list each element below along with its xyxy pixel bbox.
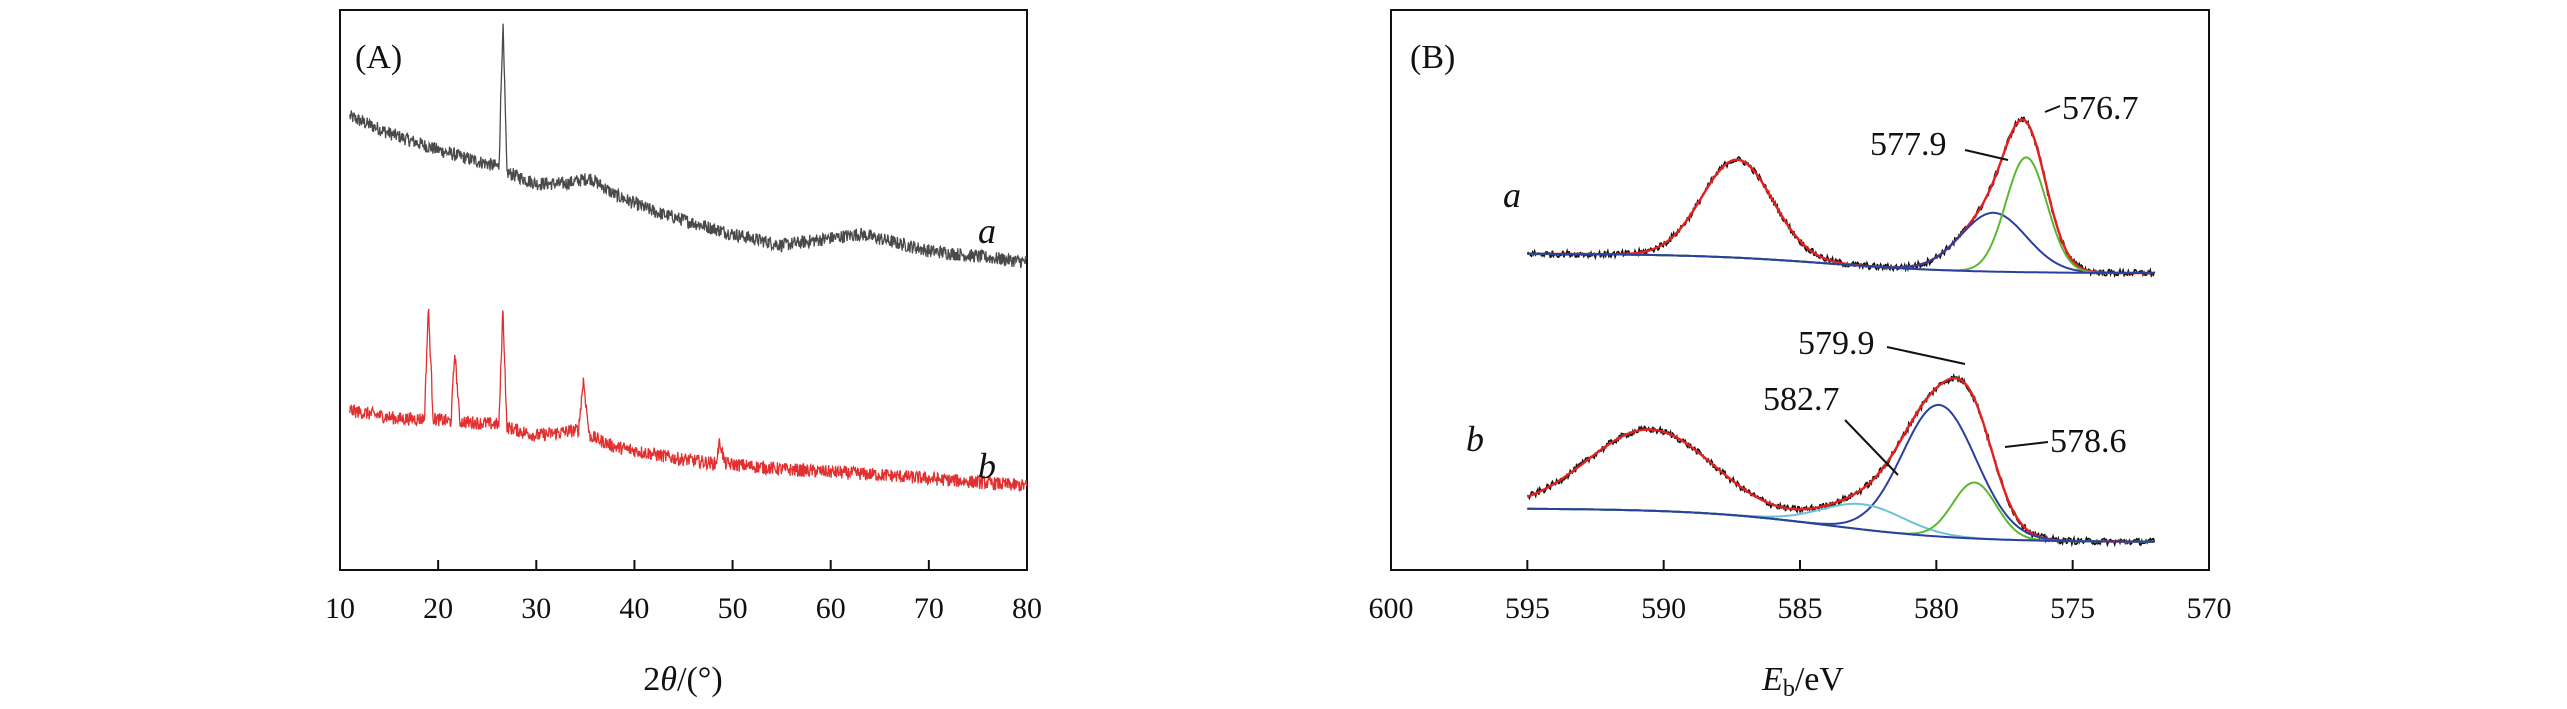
panel-a-x-axis-title: 2θ/(°) bbox=[643, 661, 722, 698]
panel-b-curve-label-b: b bbox=[1466, 419, 1484, 459]
panel-b-x-tick-label: 600 bbox=[1369, 592, 1414, 625]
panel-a-label: (A) bbox=[355, 39, 402, 76]
panel-b-b-background bbox=[1527, 507, 2155, 543]
panel-b-b-578-6-peak bbox=[1527, 481, 2155, 543]
panel-a-x-ticks: 10 20 30 40 50 60 70 80 bbox=[325, 560, 1042, 625]
annotation-576-7: 576.7 bbox=[2062, 90, 2139, 127]
leader-577-9 bbox=[1964, 149, 2009, 161]
panel-b-a-background bbox=[1527, 252, 2155, 274]
panel-b-x-tick-label: 595 bbox=[1505, 592, 1550, 625]
panel-b-curve-label-a: a bbox=[1503, 175, 1521, 215]
annotation-582-7: 582.7 bbox=[1763, 381, 1840, 418]
panel-a-series bbox=[349, 23, 1028, 492]
panel-b: (B) 600 595 590 585 580 575 570 a b 577.9 576.… bbox=[1369, 9, 2232, 702]
panel-a-curve-label-a: a bbox=[978, 211, 996, 251]
panel-a-x-tick-label: 10 bbox=[325, 592, 355, 625]
annotation-579-9: 579.9 bbox=[1798, 325, 1875, 362]
panel-b-x-ticks: 600 595 590 585 580 575 570 bbox=[1369, 560, 2232, 625]
panel-a-series-b bbox=[349, 308, 1028, 492]
panel-a-series-a bbox=[349, 23, 1027, 269]
panel-b-x-tick-label: 570 bbox=[2187, 592, 2232, 625]
panel-b-a-experimental bbox=[1527, 116, 2156, 279]
leader-579-9 bbox=[1886, 346, 1966, 365]
panel-a-frame bbox=[339, 9, 1028, 571]
leader-582-7 bbox=[1844, 419, 1899, 476]
panel-b-a-576-7-peak bbox=[1527, 156, 2155, 274]
panel-a-x-tick-label: 60 bbox=[816, 592, 846, 625]
panel-a-x-tick-label: 80 bbox=[1012, 592, 1042, 625]
annotation-578-6: 578.6 bbox=[2050, 423, 2127, 460]
panel-b-b-experimental bbox=[1526, 372, 2156, 548]
panel-b-x-axis-title: Eb/eV bbox=[1761, 661, 1844, 702]
panel-a-x-tick-label: 50 bbox=[718, 592, 748, 625]
panel-b-label: (B) bbox=[1410, 39, 1455, 76]
panel-a: (A) 10 20 30 40 50 60 70 80 a b 2θ/(°) bbox=[325, 9, 1042, 698]
panel-b-x-tick-label: 590 bbox=[1641, 592, 1686, 625]
panel-b-x-tick-label: 575 bbox=[2050, 592, 2095, 625]
panel-b-series bbox=[1526, 116, 2156, 548]
annotation-577-9: 577.9 bbox=[1870, 126, 1947, 163]
panel-b-x-tick-label: 585 bbox=[1778, 592, 1823, 625]
panel-a-x-tick-label: 20 bbox=[423, 592, 453, 625]
panel-a-x-tick-label: 40 bbox=[619, 592, 649, 625]
panel-a-curve-label-b: b bbox=[978, 446, 996, 486]
panel-b-a-envelope bbox=[1527, 118, 2155, 275]
leader-576-7 bbox=[2044, 105, 2061, 113]
panel-a-x-tick-label: 70 bbox=[914, 592, 944, 625]
panel-b-x-tick-label: 580 bbox=[1914, 592, 1959, 625]
panel-a-x-tick-label: 30 bbox=[521, 592, 551, 625]
leader-578-6 bbox=[2004, 441, 2049, 448]
